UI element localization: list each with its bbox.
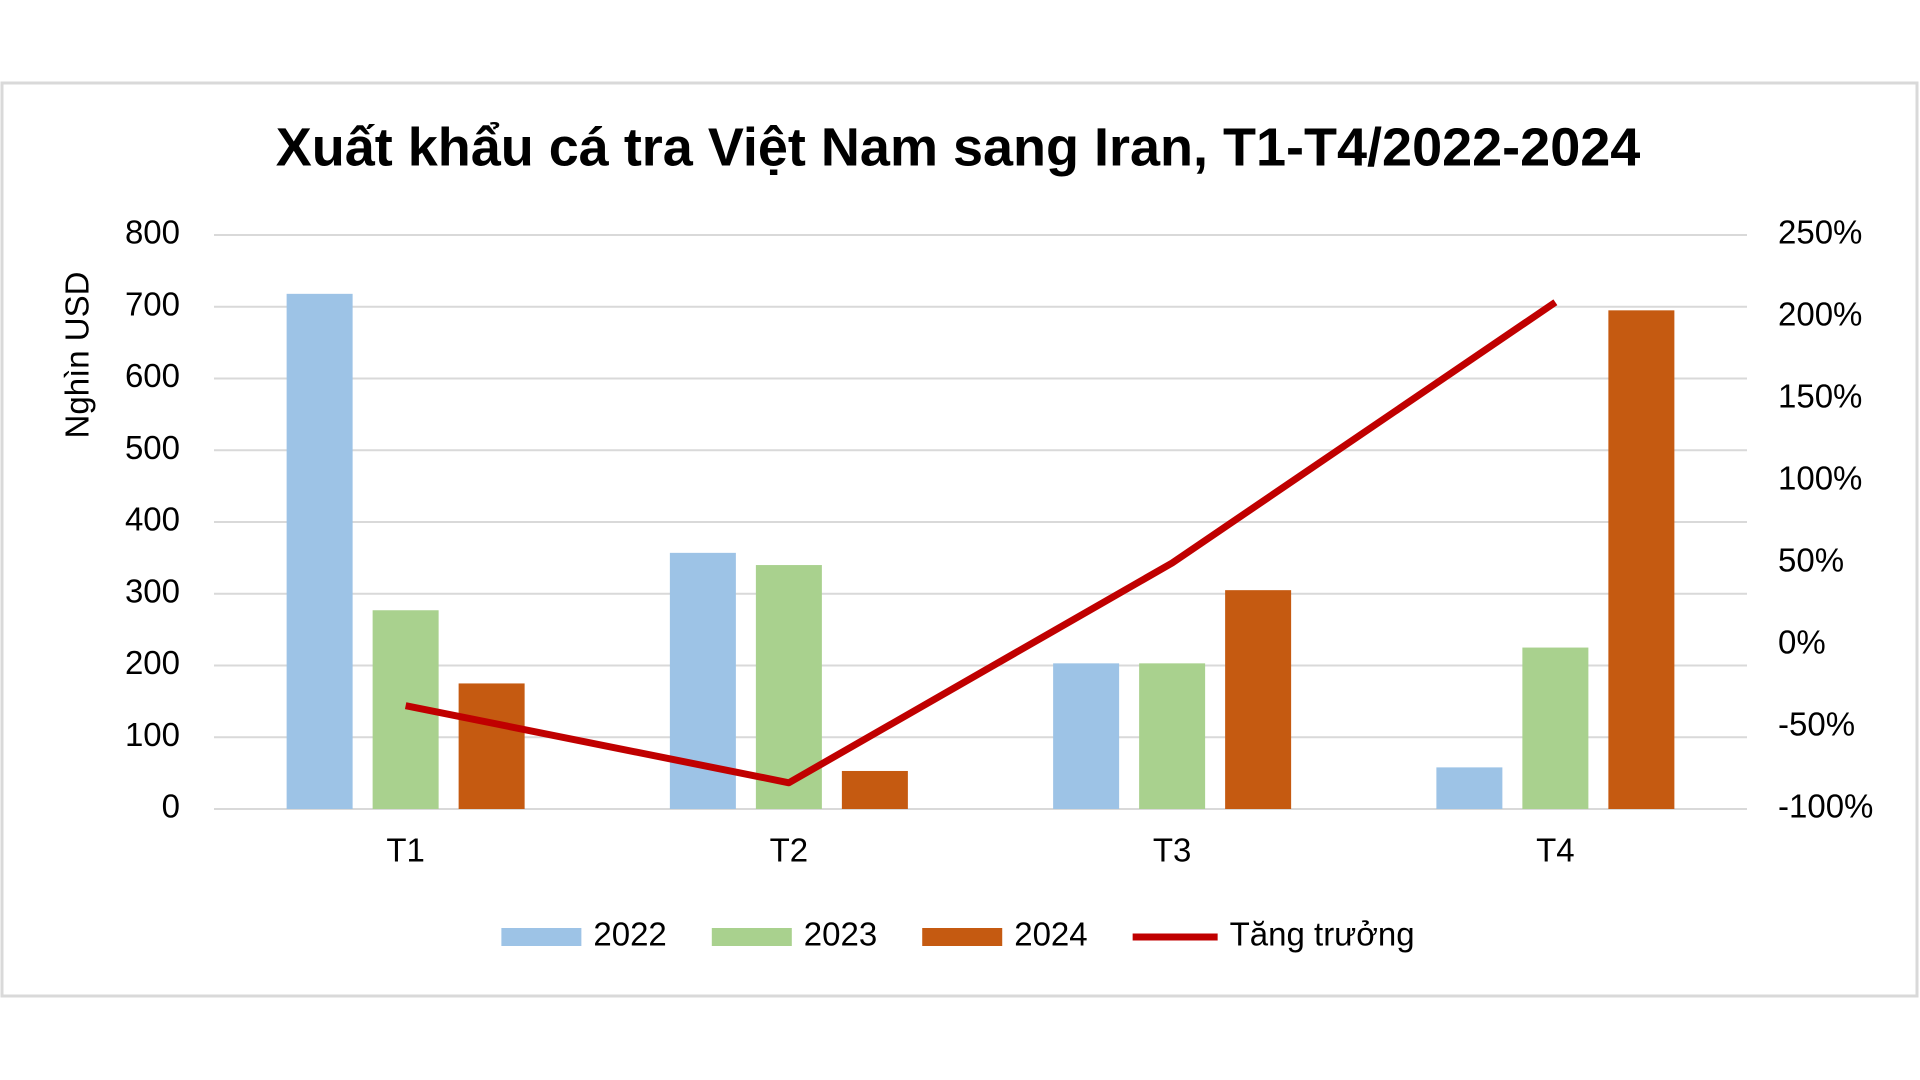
legend-label: Tăng trưởng <box>1230 916 1415 953</box>
y-tick-label: 100 <box>125 716 180 753</box>
bar <box>458 683 525 809</box>
y2-tick-label: 50% <box>1778 542 1844 579</box>
x-tick-label: T3 <box>1153 832 1192 869</box>
legend-swatch <box>501 928 582 946</box>
y2-tick-label: 100% <box>1778 460 1862 497</box>
y-tick-label: 200 <box>125 644 180 681</box>
line <box>404 299 1558 787</box>
y-tick-label: 700 <box>125 285 180 322</box>
y-tick-label: 300 <box>125 572 180 609</box>
bar <box>1522 647 1589 809</box>
bar <box>1225 590 1292 809</box>
y2-tick-label: 250% <box>1778 214 1862 251</box>
bar <box>1436 767 1503 809</box>
y2-tick-label: 150% <box>1778 378 1862 415</box>
bar <box>841 770 908 809</box>
x-tick-label: T2 <box>770 832 809 869</box>
legend-label: 2023 <box>804 916 877 953</box>
y-axis-label: Nghìn USD <box>59 272 96 439</box>
x-tick-label: T1 <box>386 832 425 869</box>
y-tick-label: 400 <box>125 501 180 538</box>
y-tick-label: 0 <box>162 788 180 825</box>
y-tick-label: 800 <box>125 214 180 251</box>
y2-tick-label: -100% <box>1778 788 1873 825</box>
y2-tick-label: -50% <box>1778 706 1855 743</box>
bar <box>286 293 353 810</box>
chart-title: Xuất khẩu cá tra Việt Nam sang Iran, T1-… <box>276 117 1641 177</box>
legend-label: 2022 <box>593 916 666 953</box>
legend-label: 2024 <box>1014 916 1087 953</box>
y-tick-label: 500 <box>125 429 180 466</box>
legend-swatch <box>922 928 1003 946</box>
y-tick-label: 600 <box>125 357 180 394</box>
bar <box>1053 663 1120 809</box>
y2-tick-label: 200% <box>1778 296 1862 333</box>
bar <box>1608 310 1675 809</box>
x-tick-label: T4 <box>1536 832 1575 869</box>
bar <box>1139 663 1206 809</box>
y2-tick-label: 0% <box>1778 624 1826 661</box>
legend-swatch <box>711 928 792 946</box>
